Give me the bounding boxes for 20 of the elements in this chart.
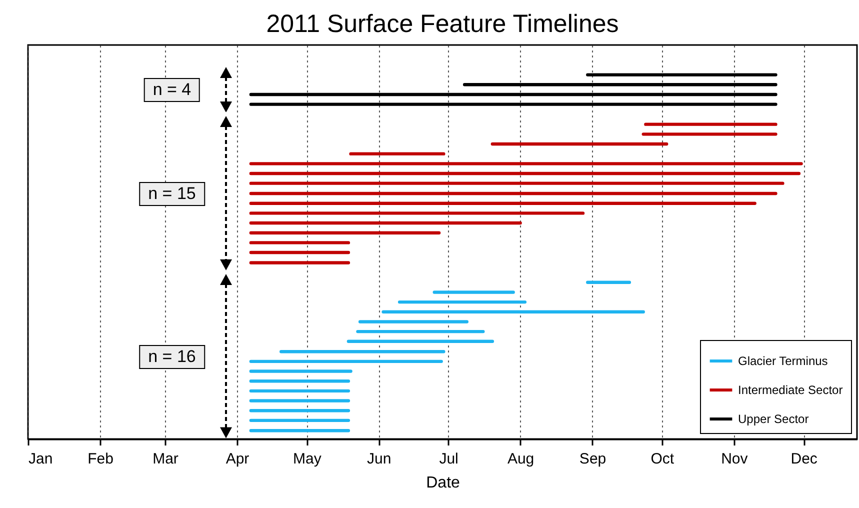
- x-tick-label: Mar: [152, 450, 178, 468]
- chart-title: 2011 Surface Feature Timelines: [266, 10, 619, 38]
- x-tick-label: Apr: [226, 450, 250, 468]
- x-tick-label: Aug: [507, 450, 534, 468]
- x-tick-label: Nov: [721, 450, 748, 468]
- annotation: n = 15: [139, 182, 205, 206]
- annotation: n = 16: [139, 344, 205, 368]
- x-tick-label: Jun: [367, 450, 392, 468]
- legend-label: Upper Sector: [738, 412, 809, 426]
- x-tick-label: Feb: [88, 450, 114, 468]
- x-tick-label: Sep: [579, 450, 606, 468]
- legend-label: Glacier Terminus: [738, 354, 828, 368]
- x-axis-title: Date: [426, 474, 460, 492]
- x-tick-label: Jan: [28, 450, 53, 468]
- x-tick-label: Jul: [439, 450, 458, 468]
- x-tick-label: May: [292, 450, 322, 468]
- annotation: n = 4: [144, 78, 200, 102]
- x-tick-label: Dec: [790, 450, 818, 468]
- legend-label: Intermediate Sector: [738, 383, 843, 397]
- x-tick-label: Oct: [650, 450, 675, 468]
